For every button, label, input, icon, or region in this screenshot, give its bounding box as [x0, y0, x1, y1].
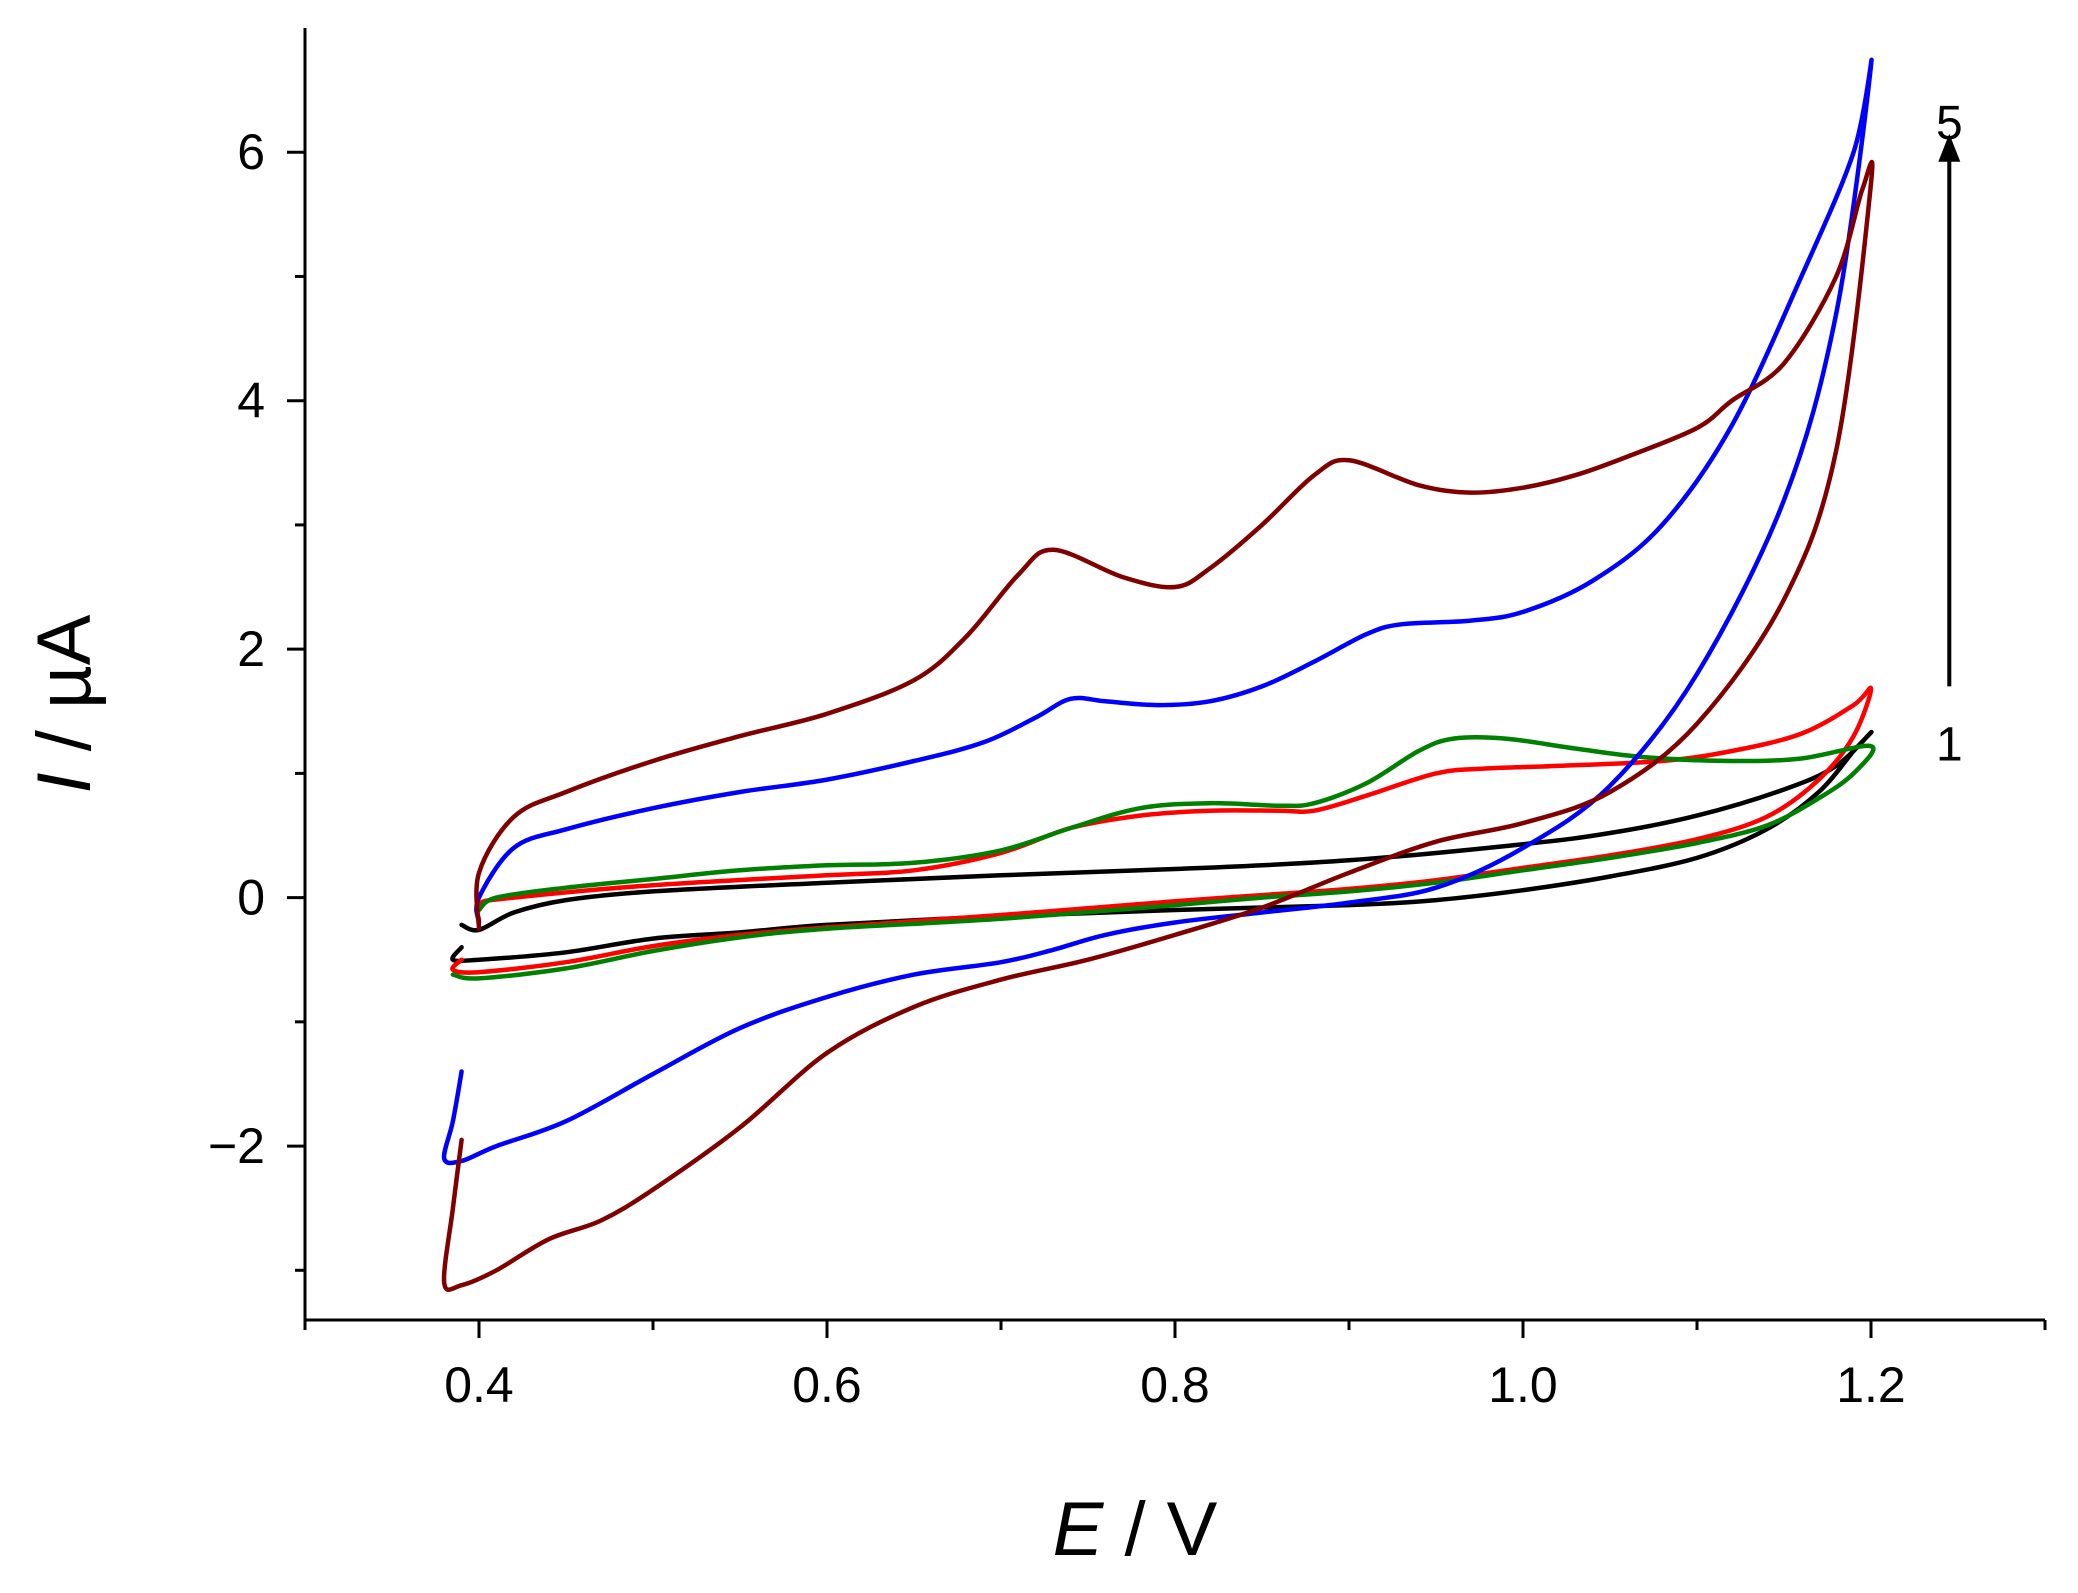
ticks-layer: 0.4 0.6 0.8 1.0 1.2 −2 0 2 4 6: [208, 124, 2047, 1413]
x-axis-title: E / V: [1053, 1487, 1218, 1572]
cv-curve-5: [441, 159, 1875, 1292]
y-axis-variable: I: [22, 772, 107, 793]
y-axis-title: I / µA: [22, 614, 107, 793]
axes-layer: [303, 28, 2045, 1322]
cv-curve-3: [450, 734, 1876, 981]
scan-increase-arrow-head: [1938, 133, 1961, 162]
y-tick-label: 4: [237, 373, 265, 429]
y-tick-label: −2: [208, 1118, 265, 1174]
curve-label-1: 1: [1936, 718, 1963, 771]
x-axis-unit: / V: [1103, 1487, 1217, 1572]
y-tick-label: 2: [237, 621, 265, 677]
y-tick-label: 6: [237, 124, 265, 180]
curve-label-5: 5: [1936, 97, 1963, 150]
x-tick-label: 0.6: [792, 1357, 862, 1413]
x-axis-variable: E: [1053, 1487, 1105, 1572]
x-tick-label: 0.8: [1140, 1357, 1210, 1413]
cv-curve-1: [450, 729, 1874, 964]
x-tick-label: 0.4: [444, 1357, 514, 1413]
x-tick-label: 1.2: [1836, 1357, 1906, 1413]
series-layer: [441, 57, 1876, 1292]
cv-curve-4: [441, 57, 1874, 1166]
y-tick-label: 0: [237, 870, 265, 926]
y-axis-unit: / µA: [22, 614, 107, 772]
x-tick-label: 1.0: [1488, 1357, 1558, 1413]
annotation-layer: 51: [1936, 97, 1963, 771]
